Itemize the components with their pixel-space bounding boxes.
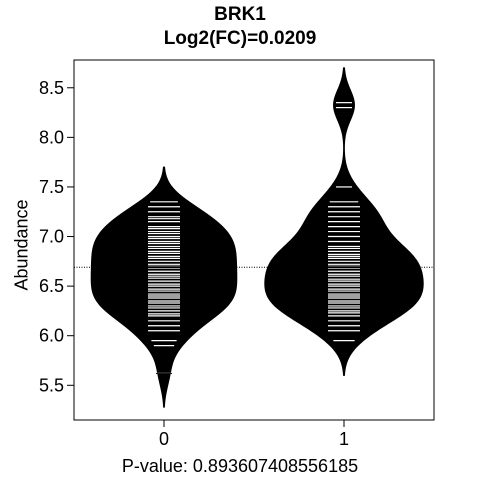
- y-tick-label: 8.5: [39, 78, 64, 98]
- y-tick-label: 5.5: [39, 375, 64, 395]
- y-tick-label: 8.0: [39, 127, 64, 147]
- chart-subtitle: Log2(FC)=0.0209: [163, 28, 317, 49]
- x-tick-label: 0: [159, 429, 169, 449]
- y-axis-label: Abundance: [11, 199, 32, 291]
- y-tick-label: 6.5: [39, 276, 64, 296]
- x-tick-label: 1: [339, 429, 349, 449]
- bean-0: [90, 166, 238, 408]
- y-axis: 5.5 6.0 6.5 7.0 7.5 8.0 8.5: [39, 78, 74, 395]
- y-tick-label: 6.0: [39, 326, 64, 346]
- y-tick-label: 7.5: [39, 177, 64, 197]
- y-tick-label: 7.0: [39, 227, 64, 247]
- observations-layer: [148, 102, 360, 374]
- x-axis-label: P-value: 0.893607408556185: [121, 456, 359, 476]
- chart-title: BRK1: [214, 4, 266, 25]
- plot-frame: [73, 59, 435, 421]
- beans-layer: [90, 67, 424, 408]
